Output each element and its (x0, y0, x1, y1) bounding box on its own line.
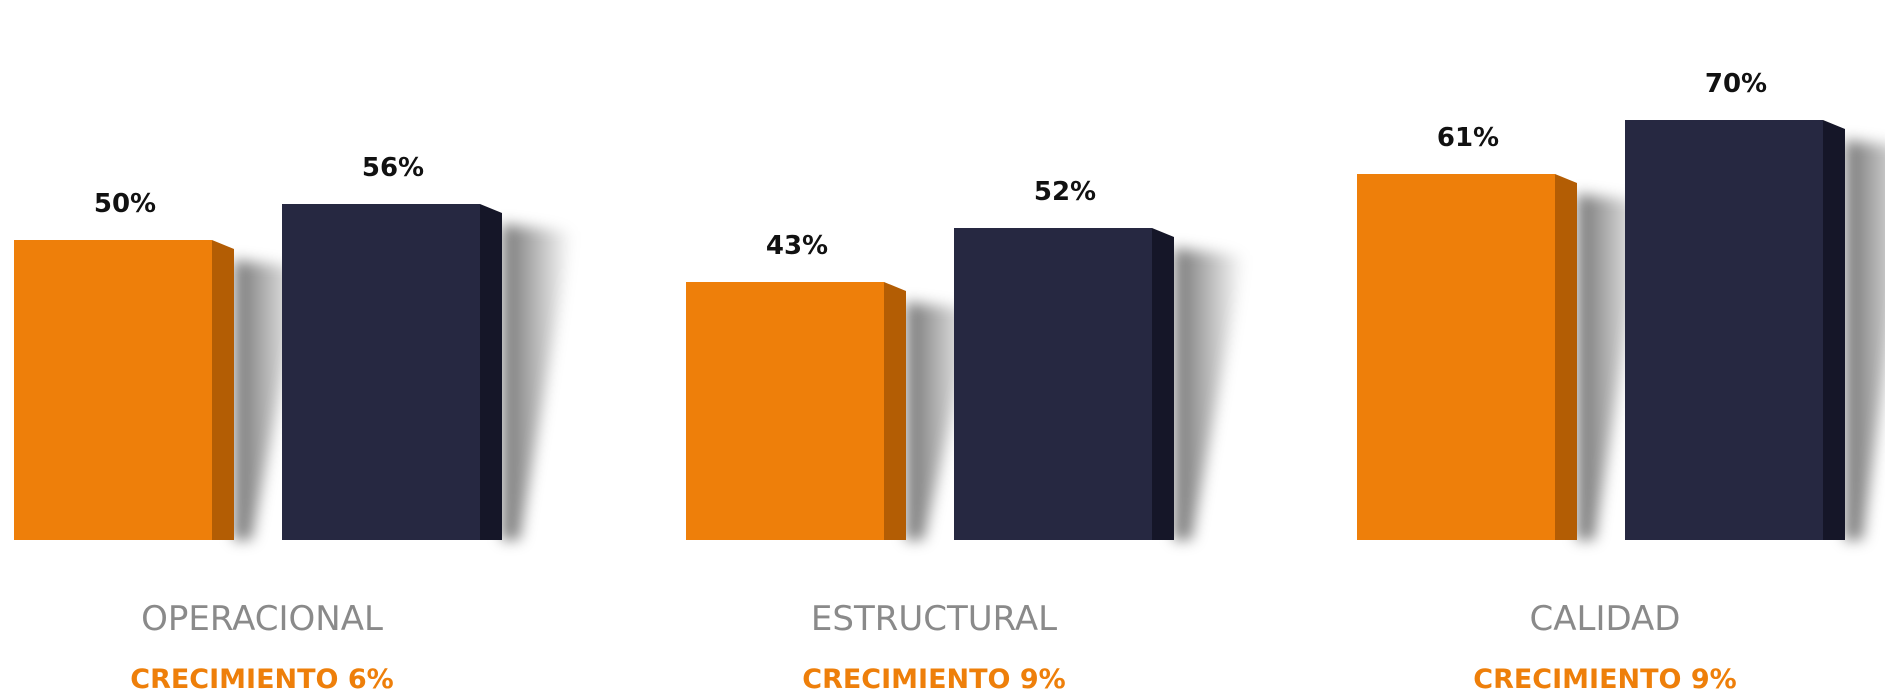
bar-side-estructural-2 (1152, 228, 1174, 540)
category-label-operacional: OPERACIONAL (141, 599, 383, 639)
category-label-calidad: CALIDAD (1530, 599, 1681, 639)
bar-shadow-operacional-2 (502, 224, 572, 540)
bar-side-operacional-2 (480, 204, 502, 540)
bar-side-calidad-1 (1555, 174, 1577, 540)
bar-side-estructural-1 (884, 282, 906, 540)
growth-label-estructural: CRECIMIENTO 9% (802, 664, 1065, 693)
category-label-estructural: ESTRUCTURAL (811, 599, 1057, 639)
growth-label-calidad: CRECIMIENTO 9% (1473, 664, 1736, 693)
value-label-estructural-2: 52% (1034, 177, 1096, 207)
bar-operacional-1 (14, 240, 212, 540)
bar-calidad-1 (1357, 174, 1555, 540)
growth-label-operacional: CRECIMIENTO 6% (130, 664, 393, 693)
value-label-operacional-2: 56% (362, 153, 424, 183)
bar-estructural-2 (954, 228, 1152, 540)
bar-side-operacional-1 (212, 240, 234, 540)
value-label-operacional-1: 50% (94, 189, 156, 219)
bar-shadow-calidad-2 (1845, 140, 1885, 540)
bar-side-calidad-2 (1823, 120, 1845, 540)
value-label-estructural-1: 43% (766, 231, 828, 261)
value-label-calidad-1: 61% (1437, 123, 1499, 153)
labels-layer: 50% 56% OPERACIONAL CRECIMIENTO 6% 43% 52% EST… (94, 69, 1767, 693)
bar-calidad-2 (1625, 120, 1823, 540)
bars-layer (14, 120, 1885, 540)
bar-estructural-1 (686, 282, 884, 540)
bar-shadow-estructural-2 (1174, 248, 1244, 540)
bar-operacional-2 (282, 204, 480, 540)
value-label-calidad-2: 70% (1705, 69, 1767, 99)
